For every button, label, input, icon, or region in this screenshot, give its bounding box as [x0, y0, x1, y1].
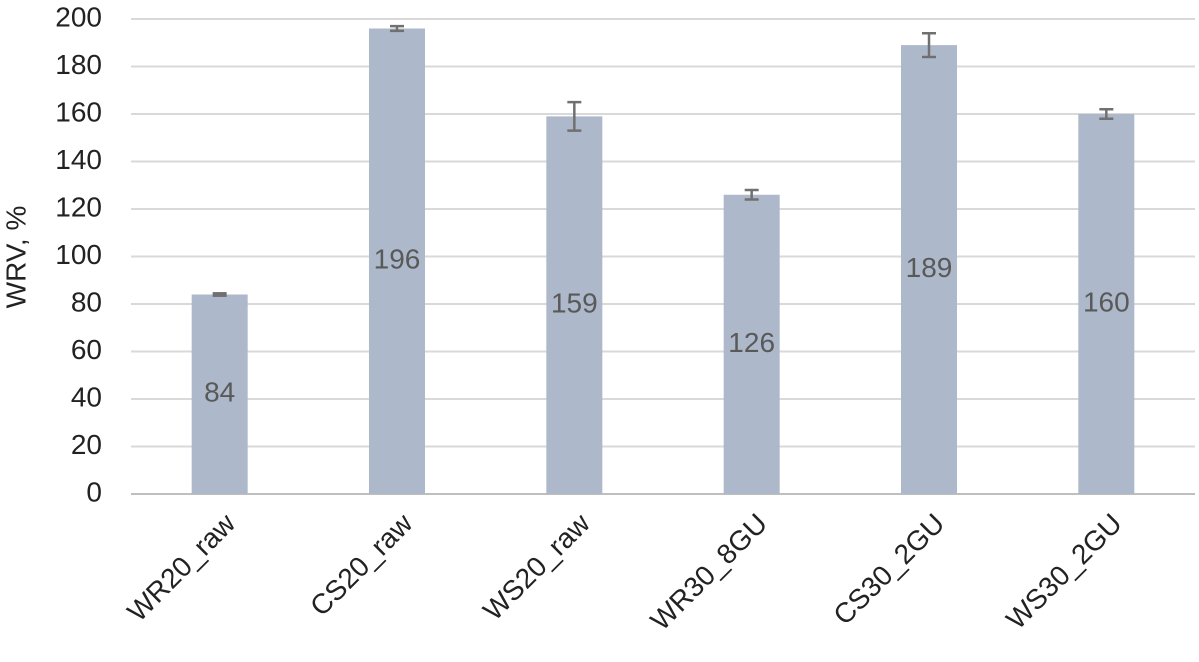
error-bar [922, 32, 936, 59]
bar [901, 45, 957, 494]
value-label: 126 [728, 327, 775, 358]
bar [191, 294, 248, 494]
error-bar [567, 100, 582, 132]
bar [1078, 114, 1135, 494]
y-tick-label: 20 [71, 429, 102, 460]
bar [546, 116, 603, 494]
x-tick-label: WR20_raw [121, 507, 241, 627]
y-tick-label: 120 [55, 191, 102, 222]
error-bar [212, 292, 227, 297]
value-label: 84 [204, 377, 235, 408]
bar [723, 194, 780, 494]
x-tick-label: WR30_8GU [644, 508, 773, 637]
y-tick-label: 100 [55, 239, 102, 270]
value-label: 160 [1083, 286, 1130, 317]
x-tick-label: WS20_raw [477, 507, 596, 626]
y-tick-label: 180 [55, 49, 102, 80]
y-tick-label: 40 [71, 381, 102, 412]
x-tick-label: CS30_2GU [827, 508, 950, 631]
y-tick-label: 160 [55, 96, 102, 127]
x-tick-label: CS20_raw [304, 507, 419, 622]
value-label: 189 [906, 252, 953, 283]
x-tick-label: WS30_2GU [1000, 508, 1128, 636]
y-tick-label: 80 [71, 286, 102, 317]
error-bar [1099, 108, 1114, 120]
y-tick-label: 60 [71, 334, 102, 365]
y-axis-title: WRV, % [0, 206, 31, 309]
y-tick-label: 200 [55, 1, 102, 32]
y-tick-label: 0 [86, 476, 102, 507]
y-tick-label: 140 [55, 144, 102, 175]
value-label: 196 [374, 244, 421, 275]
value-label: 159 [551, 288, 598, 319]
error-bar [390, 24, 404, 33]
error-bar [744, 188, 759, 201]
bar [369, 28, 425, 494]
